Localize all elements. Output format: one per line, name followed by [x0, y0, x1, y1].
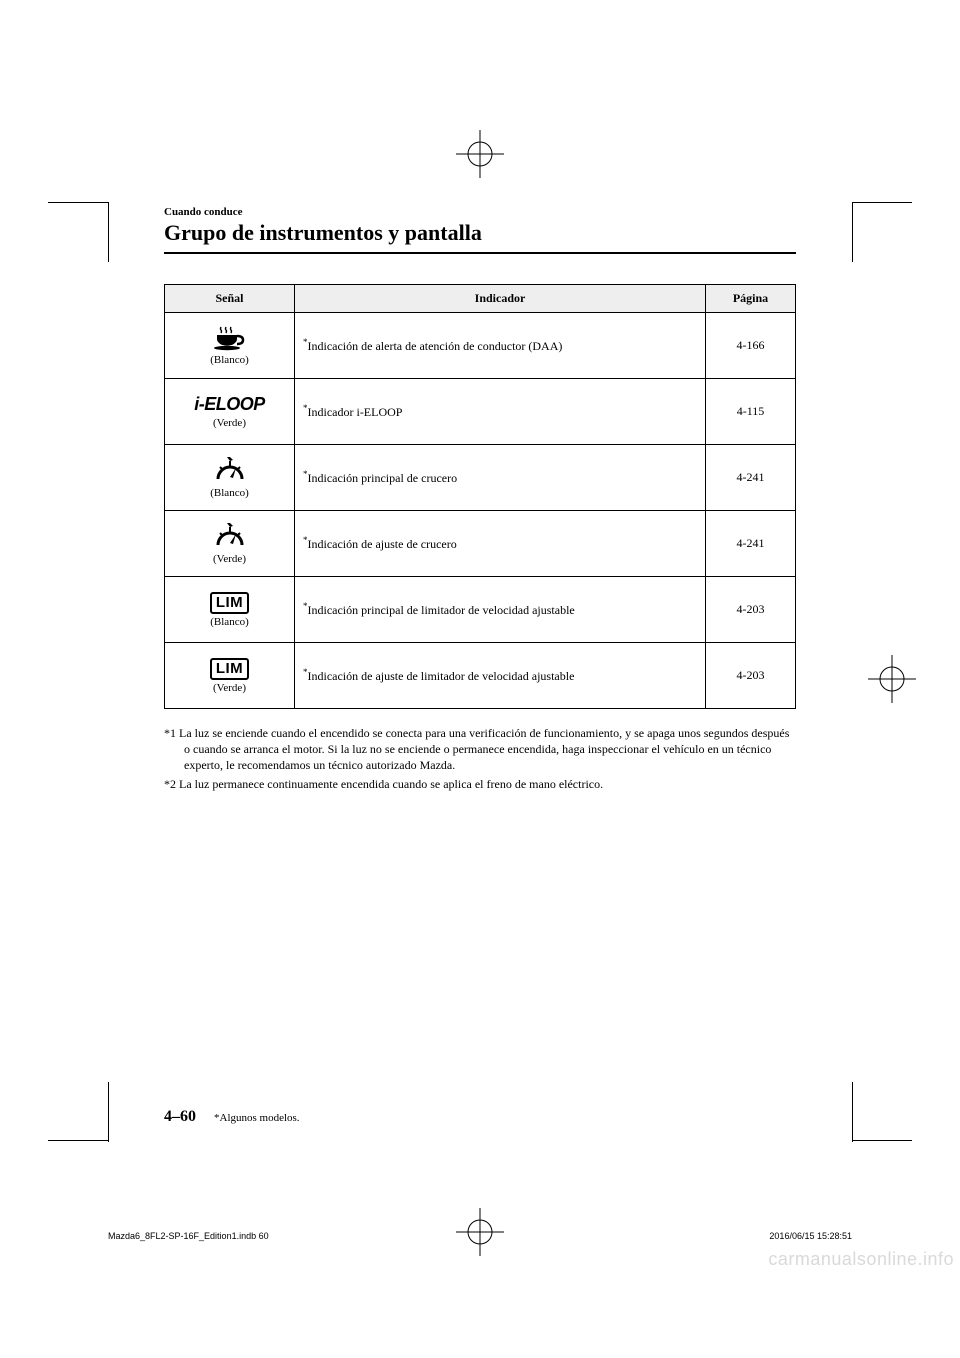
footnote-2: *2 La luz permanece continuamente encend… [164, 776, 796, 792]
page-ref: 4-241 [706, 445, 796, 511]
table-row: LIM (Verde) *Indicación de ajuste de lim… [165, 643, 796, 709]
watermark: carmanualsonline.info [768, 1249, 954, 1270]
table-row: (Blanco) *Indicación de alerta de atenci… [165, 313, 796, 379]
page-ref: 4-166 [706, 313, 796, 379]
indicator-cell: *Indicación principal de limitador de ve… [295, 577, 706, 643]
imprint-timestamp: 2016/06/15 15:28:51 [769, 1231, 852, 1241]
table-row: LIM (Blanco) *Indicación principal de li… [165, 577, 796, 643]
page-ref: 4-241 [706, 511, 796, 577]
indicator-table: Señal Indicador Página (Blanco) [164, 284, 796, 709]
ieloop-icon: i-ELOOP [194, 394, 265, 415]
table-row: (Blanco) *Indicación principal de crucer… [165, 445, 796, 511]
table-row: i-ELOOP (Verde) *Indicador i-ELOOP 4-115 [165, 379, 796, 445]
footnote-1: *1 La luz se enciende cuando el encendid… [164, 725, 796, 774]
indicator-cell: *Indicación de alerta de atención de con… [295, 313, 706, 379]
indicator-text: Indicación de alerta de atención de cond… [308, 339, 563, 353]
indicator-cell: *Indicación de ajuste de crucero [295, 511, 706, 577]
page-footer: 4–60 *Algunos modelos. [164, 1108, 796, 1126]
crop-mark [48, 202, 108, 203]
indicator-cell: *Indicador i-ELOOP [295, 379, 706, 445]
signal-color-label: (Verde) [213, 417, 246, 429]
page-ref: 4-203 [706, 643, 796, 709]
imprint-file: Mazda6_8FL2-SP-16F_Edition1.indb 60 [108, 1231, 269, 1241]
page-ref: 4-115 [706, 379, 796, 445]
crop-mark [48, 1140, 108, 1141]
crop-mark [852, 1082, 853, 1142]
col-header-signal: Señal [165, 285, 295, 313]
lim-icon: LIM [210, 592, 249, 614]
indicator-text: Indicación principal de limitador de vel… [308, 603, 575, 617]
registration-mark-icon [868, 655, 916, 703]
crop-mark [852, 202, 912, 203]
table-row: (Verde) *Indicación de ajuste de crucero… [165, 511, 796, 577]
col-header-page: Página [706, 285, 796, 313]
page-title: Grupo de instrumentos y pantalla [164, 220, 796, 246]
signal-color-label: (Blanco) [210, 616, 248, 628]
cruise-gauge-icon [214, 457, 246, 485]
registration-mark-icon [456, 130, 504, 178]
signal-color-label: (Blanco) [210, 354, 248, 366]
indicator-cell: *Indicación principal de crucero [295, 445, 706, 511]
crop-mark [852, 202, 853, 262]
some-models-note: *Algunos modelos. [214, 1112, 300, 1124]
section-kicker: Cuando conduce [164, 206, 796, 218]
footnotes: *1 La luz se enciende cuando el encendid… [164, 725, 796, 792]
col-header-indicator: Indicador [295, 285, 706, 313]
lim-icon: LIM [210, 658, 249, 680]
signal-color-label: (Verde) [213, 682, 246, 694]
crop-mark [852, 1140, 912, 1141]
indicator-text: Indicación principal de crucero [308, 471, 458, 485]
title-rule [164, 252, 796, 254]
imprint-bar: Mazda6_8FL2-SP-16F_Edition1.indb 60 2016… [108, 1231, 852, 1241]
crop-mark [108, 1082, 109, 1142]
cruise-gauge-icon [214, 523, 246, 551]
indicator-text: Indicador i-ELOOP [308, 405, 403, 419]
indicator-text: Indicación de ajuste de crucero [308, 537, 457, 551]
crop-mark [108, 202, 109, 262]
page-number: 4–60 [164, 1108, 196, 1126]
indicator-cell: *Indicación de ajuste de limitador de ve… [295, 643, 706, 709]
page-ref: 4-203 [706, 577, 796, 643]
coffee-cup-icon [213, 326, 247, 352]
signal-color-label: (Verde) [213, 553, 246, 565]
signal-color-label: (Blanco) [210, 487, 248, 499]
indicator-text: Indicación de ajuste de limitador de vel… [308, 669, 575, 683]
